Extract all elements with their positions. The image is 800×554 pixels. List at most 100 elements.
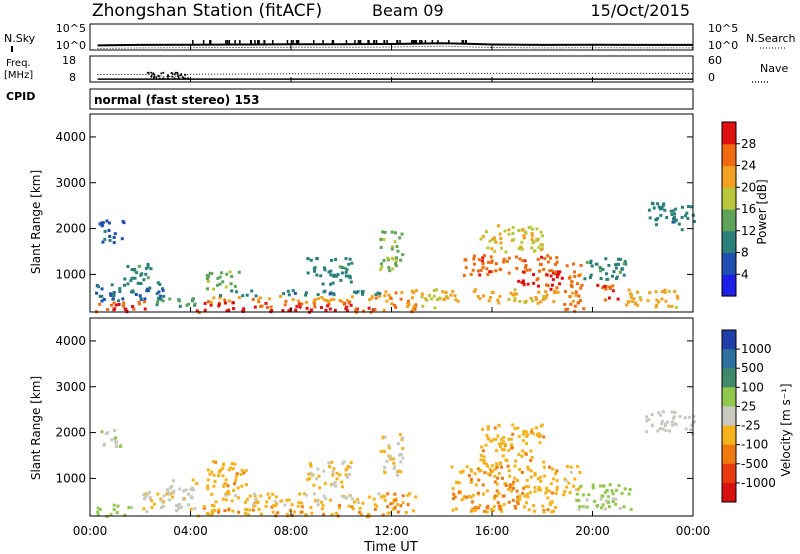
data-cell: [342, 460, 346, 464]
data-cell: [567, 276, 571, 280]
data-cell: [479, 453, 483, 457]
data-cell: [383, 498, 387, 502]
data-cell: [217, 474, 220, 477]
colorbar-swatch: [722, 463, 736, 484]
data-cell: [524, 231, 528, 235]
noise-spike: [415, 40, 417, 44]
data-cell: [291, 289, 295, 293]
data-cell: [505, 260, 509, 263]
data-cell: [599, 277, 603, 280]
data-cell: [162, 294, 166, 298]
data-cell: [569, 470, 573, 474]
data-cell: [162, 494, 166, 498]
data-cell: [185, 303, 189, 307]
data-cell: [192, 488, 196, 492]
data-cell: [219, 468, 223, 472]
data-cell: [109, 513, 113, 517]
data-cell: [511, 225, 515, 229]
data-cell: [328, 292, 332, 296]
data-cell: [394, 264, 398, 268]
data-cell: [476, 491, 480, 495]
data-cell: [487, 260, 490, 264]
data-cell: [591, 483, 595, 487]
data-cell: [542, 295, 546, 298]
data-cell: [481, 266, 485, 269]
y-tick-label: 2000: [55, 426, 86, 440]
data-cell: [374, 296, 378, 300]
data-cell: [605, 488, 609, 492]
data-cell: [555, 488, 559, 492]
data-cell: [230, 289, 234, 293]
freq-scatter: [177, 75, 180, 78]
data-cell: [573, 270, 576, 274]
data-cell: [317, 297, 321, 301]
data-cell: [387, 443, 391, 447]
data-cell: [481, 262, 485, 266]
data-cell: [487, 472, 491, 476]
data-cell: [232, 489, 236, 492]
data-cell: [156, 281, 160, 285]
data-cell: [670, 420, 674, 424]
data-cell: [98, 302, 102, 306]
colorbar-label: 4: [741, 267, 749, 281]
noise-series: [97, 40, 693, 49]
data-cell: [411, 296, 414, 300]
data-cell: [298, 305, 302, 309]
data-cell: [111, 297, 115, 301]
data-cell: [577, 499, 581, 502]
data-cell: [627, 300, 630, 304]
data-cell: [502, 494, 506, 498]
data-cell: [629, 507, 633, 511]
data-cell: [378, 294, 381, 298]
data-cell: [491, 438, 495, 442]
data-cell: [289, 508, 293, 512]
data-cell: [400, 232, 404, 236]
data-cell: [522, 236, 526, 240]
data-cell: [495, 462, 498, 466]
data-cell: [393, 498, 397, 502]
data-cell: [548, 503, 552, 507]
data-cell: [481, 483, 485, 487]
data-cell: [517, 453, 521, 456]
data-cell: [568, 295, 572, 299]
data-cell: [528, 268, 532, 272]
data-cell: [513, 476, 517, 480]
data-cell: [259, 494, 263, 498]
noise-spike: [332, 40, 335, 44]
data-cell: [150, 499, 154, 503]
data-cell: [322, 298, 326, 302]
data-cell: [636, 303, 640, 307]
data-cell: [515, 489, 519, 493]
data-cell: [407, 299, 410, 303]
data-cell: [345, 475, 349, 479]
data-cell: [575, 498, 579, 502]
data-cell: [477, 258, 481, 262]
data-cell: [500, 465, 503, 469]
data-cell: [251, 508, 255, 512]
data-cell: [508, 485, 512, 489]
data-cell: [528, 225, 532, 229]
data-cell: [545, 486, 549, 490]
colorbar-swatch: [722, 406, 736, 426]
data-cell: [652, 206, 656, 210]
data-cell: [573, 304, 577, 308]
data-cell: [485, 230, 488, 234]
data-cell: [490, 270, 494, 274]
data-cell: [335, 477, 339, 481]
data-cell: [525, 478, 529, 482]
data-cell: [394, 291, 398, 295]
data-cell: [661, 427, 665, 431]
data-cell: [401, 501, 405, 505]
data-cell: [329, 498, 332, 502]
data-cell: [396, 473, 399, 477]
data-cell: [601, 484, 605, 488]
data-cell: [488, 467, 492, 471]
data-cell: [388, 511, 392, 515]
data-cell: [127, 506, 131, 509]
data-cell: [518, 257, 522, 261]
data-cell: [611, 497, 615, 501]
data-cell: [165, 492, 169, 496]
data-cell: [615, 275, 619, 279]
data-cell: [574, 293, 578, 297]
data-cell: [537, 488, 541, 492]
